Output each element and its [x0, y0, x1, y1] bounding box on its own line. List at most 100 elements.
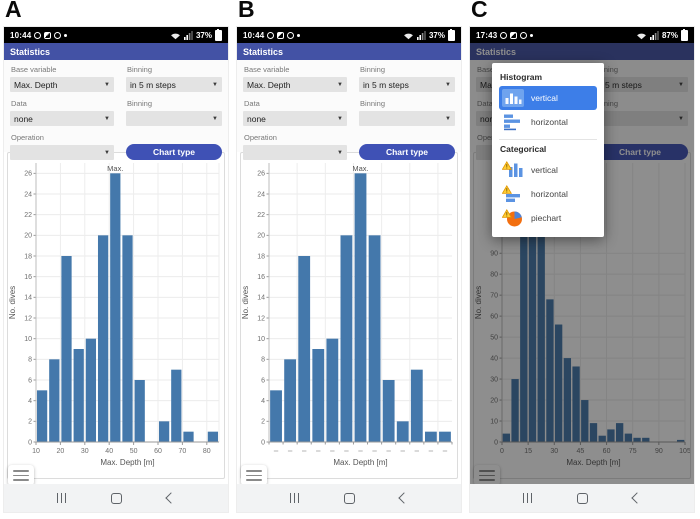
- more-notifications-dot-icon: [530, 33, 534, 37]
- battery-percent: 87%: [661, 30, 678, 40]
- svg-text:20: 20: [57, 448, 65, 455]
- svg-text:No. dives: No. dives: [241, 286, 250, 319]
- operation-select[interactable]: ▼: [10, 145, 114, 160]
- histogram-bar: [528, 165, 537, 442]
- histogram-bar: [270, 390, 282, 442]
- binning2-label: Binning: [593, 99, 619, 108]
- chevron-down-icon: ▼: [678, 81, 684, 88]
- svg-text:45: 45: [577, 448, 585, 455]
- svg-text:14: 14: [257, 295, 265, 302]
- popup-section-header: Histogram: [500, 72, 543, 82]
- figure-panel: C 17:43 87% Statistics: [470, 0, 694, 519]
- panel-label: A: [5, 0, 22, 22]
- data-label: Data: [11, 99, 27, 108]
- histogram-horizontal-icon: [502, 113, 524, 131]
- histogram-bar: [615, 423, 624, 442]
- svg-text:8: 8: [28, 357, 32, 364]
- recents-button[interactable]: [289, 493, 300, 503]
- menu-button[interactable]: [8, 465, 34, 486]
- binning2-select[interactable]: ▼: [592, 111, 688, 126]
- battery-icon: [448, 28, 455, 41]
- home-button[interactable]: [577, 492, 589, 504]
- data-select[interactable]: none ▼: [243, 111, 347, 126]
- svg-text:90: 90: [655, 448, 663, 455]
- histogram-bar: [61, 256, 72, 442]
- chevron-down-icon: ▼: [337, 149, 343, 156]
- categorical-vertical-icon: [502, 161, 524, 179]
- home-button[interactable]: [111, 492, 123, 504]
- data-label: Data: [477, 99, 493, 108]
- chart-card: 0 2 4 6 8 10 12 14 16 18 20 22 24 26 10 20 30 40 50 60 70 80 M…: [7, 152, 225, 479]
- wifi-icon: [404, 33, 413, 39]
- gallery-notification-icon: [510, 31, 518, 39]
- binning2-label: Binning: [360, 99, 386, 108]
- popup-item-label: horizontal: [531, 189, 568, 199]
- popup-item-histogram-vertical[interactable]: vertical: [499, 86, 597, 110]
- status-bar: 10:44 37%: [237, 27, 461, 43]
- svg-text:6: 6: [261, 377, 265, 384]
- binning-select[interactable]: in 5 m steps ▼: [359, 77, 455, 92]
- menu-button[interactable]: [474, 465, 500, 486]
- status-bar: 17:43 87%: [470, 27, 694, 43]
- histogram-bar: [502, 433, 511, 442]
- histogram-bar: [624, 433, 633, 442]
- home-button[interactable]: [344, 492, 356, 504]
- battery-percent: 37%: [195, 30, 212, 40]
- back-button[interactable]: [398, 492, 411, 504]
- chart-type-button[interactable]: Chart type: [592, 144, 688, 160]
- histogram-bar: [122, 235, 133, 442]
- phone-screenshot: 10:44 37% Statistics: [237, 27, 461, 512]
- chart-type-button[interactable]: Chart type: [359, 144, 455, 160]
- histogram-bar: [424, 431, 437, 442]
- battery-percent: 37%: [428, 30, 445, 40]
- svg-text:60: 60: [490, 314, 498, 321]
- binning2-select[interactable]: ▼: [359, 111, 455, 126]
- svg-text:22: 22: [24, 212, 32, 219]
- histogram-bar: [607, 429, 615, 442]
- histogram-vertical-icon: [502, 89, 524, 107]
- recents-button[interactable]: [522, 493, 533, 503]
- svg-text:10: 10: [32, 448, 40, 455]
- popup-item-categorical-horizontal[interactable]: horizontal: [499, 182, 597, 206]
- svg-text:Max. Depth [m]: Max. Depth [m]: [566, 458, 620, 467]
- chart-type-button[interactable]: Chart type: [126, 144, 222, 160]
- popup-item-histogram-horizontal[interactable]: horizontal: [499, 110, 597, 134]
- svg-text:No. dives: No. dives: [474, 286, 483, 319]
- histogram-bar: [354, 173, 367, 443]
- histogram-bar: [368, 235, 381, 442]
- histogram-bar: [382, 380, 395, 442]
- binning-select[interactable]: in 5 m steps ▼: [126, 77, 222, 92]
- histogram-bar: [676, 439, 685, 442]
- phone-screenshot: 10:44 37% Statistics: [4, 27, 228, 512]
- popup-item-categorical-vertical[interactable]: vertical: [499, 158, 597, 182]
- svg-text:2: 2: [261, 419, 265, 426]
- base-variable-value: Max. Depth: [247, 79, 291, 90]
- svg-text:70: 70: [179, 448, 187, 455]
- status-time: 17:43: [476, 30, 498, 40]
- histogram-bar: [326, 338, 339, 442]
- figure-panel: B 10:44 37% Statistics: [237, 0, 461, 519]
- operation-select[interactable]: ▼: [243, 145, 347, 160]
- categorical-horizontal-icon: [502, 185, 524, 203]
- back-button[interactable]: [165, 492, 178, 504]
- chart-card: 0 2 4 6 8 10 12 14 16 18 20 22 24 26 Max. Depth [m] No.…: [240, 152, 458, 479]
- android-nav-bar: [237, 484, 461, 512]
- base-variable-select[interactable]: Max. Depth ▼: [10, 77, 114, 92]
- binning2-label: Binning: [127, 99, 153, 108]
- popup-item-categorical-piechart[interactable]: piechart: [499, 206, 597, 230]
- data-select[interactable]: none ▼: [10, 111, 114, 126]
- whatsapp-notification-icon: [34, 31, 42, 39]
- svg-text:40: 40: [490, 355, 498, 362]
- status-time: 10:44: [243, 30, 265, 40]
- menu-button[interactable]: [241, 465, 267, 486]
- histogram-bar: [520, 194, 528, 442]
- base-variable-select[interactable]: Max. Depth ▼: [243, 77, 347, 92]
- base-variable-value: Max. Depth: [14, 79, 58, 90]
- recents-button[interactable]: [56, 493, 67, 503]
- histogram-bar: [554, 324, 563, 442]
- binning2-select[interactable]: ▼: [126, 111, 222, 126]
- binning-select[interactable]: in 5 m steps ▼: [592, 77, 688, 92]
- back-button[interactable]: [631, 492, 644, 504]
